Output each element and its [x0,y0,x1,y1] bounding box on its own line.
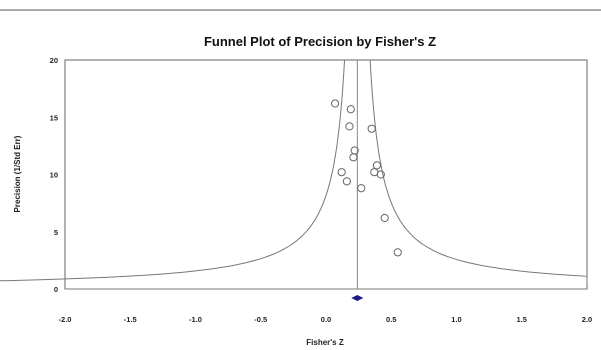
study-point [372,161,381,170]
x-tick-label: 2.0 [582,315,592,324]
study-points [331,99,402,257]
y-tick-label: 0 [54,285,58,294]
chart-title: Funnel Plot of Precision by Fisher's Z [204,34,436,49]
y-axis-label: Precision (1/Std Err) [13,135,22,212]
study-point [345,122,354,131]
x-tick-label: -0.5 [254,315,267,324]
y-tick-labels: 0 5 10 15 20 [50,56,58,294]
y-tick-label: 10 [50,171,58,180]
y-tick-label: 15 [50,113,58,122]
y-tick-label: 20 [50,56,58,65]
study-point [337,168,346,177]
x-tick-label: -1.0 [189,315,202,324]
summary-diamond [351,295,364,301]
plot-frame [64,59,588,290]
study-point [331,99,340,108]
x-tick-label: 0.0 [321,315,331,324]
x-axis-label: Fisher's Z [306,338,344,347]
funnel-left-limit [0,59,346,282]
study-point [380,213,389,223]
study-point [357,184,366,193]
x-tick-label: 1.0 [451,315,461,324]
study-point [342,177,351,186]
study-point [393,248,402,257]
x-tick-label: 1.5 [517,315,527,324]
study-point [349,153,358,162]
y-tick-label: 5 [54,228,58,237]
x-tick-label: -1.5 [124,315,137,324]
x-tick-label: -2.0 [59,315,72,324]
x-tick-label: 0.5 [386,315,396,324]
x-tick-labels: -2.0 -1.5 -1.0 -0.5 0.0 0.5 1.0 1.5 2.0 [59,315,593,324]
study-point [376,170,385,179]
study-point [346,105,355,114]
funnel-right-limit [369,59,588,283]
study-point [367,124,376,133]
